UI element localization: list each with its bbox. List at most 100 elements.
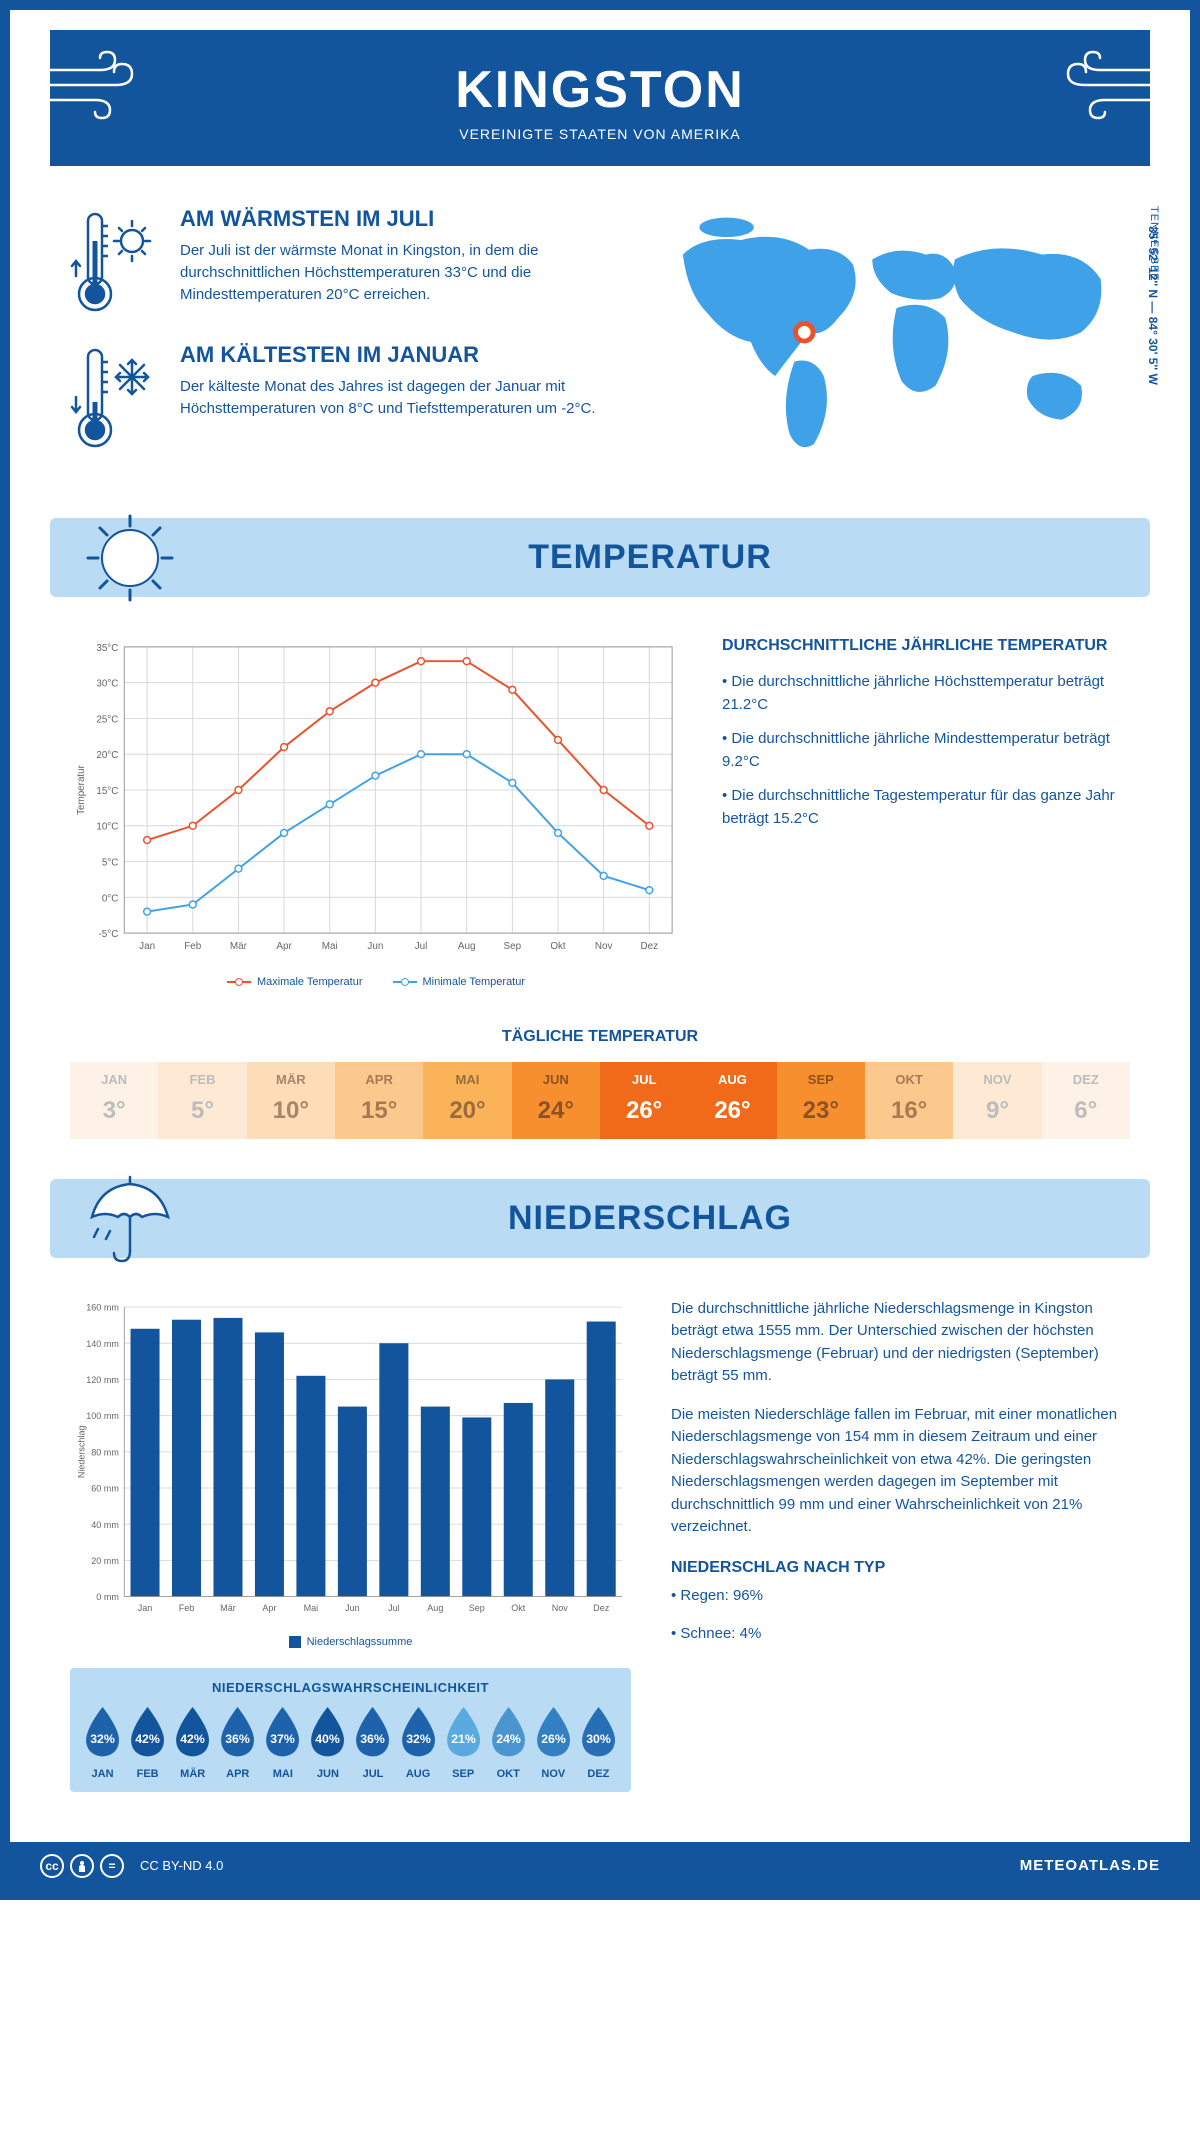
svg-text:5°C: 5°C [102,858,119,869]
drop-icon: 32% [398,1705,439,1758]
svg-text:10°C: 10°C [96,822,118,833]
svg-text:Mär: Mär [220,1603,236,1613]
prob-drop: 36%JUL [352,1705,393,1779]
svg-text:21%: 21% [451,1732,476,1746]
cc-icon: cc [40,1854,64,1878]
precip-p2: Die meisten Niederschläge fallen im Febr… [671,1404,1130,1539]
svg-text:Dez: Dez [641,941,659,952]
svg-text:Jun: Jun [367,941,383,952]
svg-text:Mai: Mai [322,941,338,952]
heat-month: AUG [688,1072,776,1087]
heat-month: JAN [70,1072,158,1087]
svg-text:35°C: 35°C [96,643,118,654]
world-map-block: TENNESSEE 35° 52' 12'' N — 84° 30' 5'' W [644,206,1130,478]
drop-icon: 36% [352,1705,393,1758]
prob-drop: 36%APR [217,1705,258,1779]
heat-month: DEZ [1042,1072,1130,1087]
drop-month: NOV [533,1768,574,1780]
heat-value: 26° [600,1097,688,1125]
svg-text:Jan: Jan [139,941,155,952]
svg-text:Feb: Feb [179,1603,195,1613]
drop-icon: 32% [82,1705,123,1758]
heat-value: 10° [247,1097,335,1125]
thermometer-hot-icon [70,206,160,316]
precipitation-heading: NIEDERSCHLAG [190,1199,1110,1238]
drop-month: APR [217,1768,258,1780]
umbrella-icon [80,1169,180,1269]
svg-text:20 mm: 20 mm [91,1556,119,1566]
precip-p1: Die durchschnittliche jährliche Niedersc… [671,1298,1130,1388]
heat-cell: FEB5° [158,1062,246,1139]
svg-text:Mär: Mär [230,941,248,952]
drop-icon: 21% [443,1705,484,1758]
thermometer-cold-icon [70,342,160,452]
heat-month: APR [335,1072,423,1087]
svg-text:20°C: 20°C [96,750,118,761]
svg-text:0°C: 0°C [102,893,119,904]
precipitation-info: Die durchschnittliche jährliche Niedersc… [671,1298,1130,1792]
precip-type-snow: • Schnee: 4% [671,1623,1130,1646]
daily-temp-title: TÄGLICHE TEMPERATUR [10,1028,1190,1046]
temperature-section: -5°C0°C5°C10°C15°C20°C25°C30°C35°CJanFeb… [10,627,1190,1008]
legend-max-label: Maximale Temperatur [257,976,363,988]
svg-text:-5°C: -5°C [99,929,119,940]
temp-chart-legend: Maximale Temperatur Minimale Temperatur [70,976,682,988]
heat-month: NOV [953,1072,1041,1087]
prob-drop: 24%OKT [488,1705,529,1779]
prob-drop: 40%JUN [307,1705,348,1779]
heat-cell: JUL 26° [600,1062,688,1139]
warmest-title: AM WÄRMSTEN IM JULI [180,206,604,232]
prob-drop: 32% JAN [82,1705,123,1779]
drop-month: JAN [82,1768,123,1780]
svg-text:Nov: Nov [595,941,613,952]
prob-drop: 42% FEB [127,1705,168,1779]
drop-month: JUN [307,1768,348,1780]
svg-text:37%: 37% [271,1732,296,1746]
prob-drop: 37%MAI [262,1705,303,1779]
wind-icon-left [40,50,150,120]
svg-text:Apr: Apr [276,941,292,952]
heat-month: JUL [600,1072,688,1087]
header-banner: KINGSTON VEREINIGTE STAATEN VON AMERIKA [50,30,1150,166]
heat-cell: DEZ 6° [1042,1062,1130,1139]
svg-text:100 mm: 100 mm [86,1411,119,1421]
heat-month: MAI [423,1072,511,1087]
footer: cc = CC BY-ND 4.0 METEOATLAS.DE [10,1842,1190,1890]
precip-chart-legend: Niederschlagssumme [70,1636,631,1648]
svg-text:60 mm: 60 mm [91,1483,119,1493]
prob-drop: 42%MÄR [172,1705,213,1779]
svg-text:Jun: Jun [345,1603,360,1613]
drop-month: DEZ [578,1768,619,1780]
svg-text:Nov: Nov [552,1603,569,1613]
svg-text:Aug: Aug [458,941,476,952]
svg-text:42%: 42% [180,1732,205,1746]
heat-value: 3° [70,1097,158,1125]
temp-info-b3: • Die durchschnittliche Tagestemperatur … [722,785,1130,830]
svg-text:Jul: Jul [415,941,428,952]
temp-info-heading: DURCHSCHNITTLICHE JÄHRLICHE TEMPERATUR [722,637,1130,655]
precip-type-rain: • Regen: 96% [671,1585,1130,1608]
legend-bar-label: Niederschlagssumme [307,1636,413,1648]
heat-value: 6° [1042,1097,1130,1125]
svg-text:0 mm: 0 mm [96,1592,119,1602]
warmest-text: Der Juli ist der wärmste Monat in Kingst… [180,240,604,305]
drop-month: OKT [488,1768,529,1780]
heat-cell: NOV9° [953,1062,1041,1139]
location-marker [796,324,813,341]
temperature-heading: TEMPERATUR [190,538,1110,577]
nd-icon: = [100,1854,124,1878]
drop-month: FEB [127,1768,168,1780]
heat-value: 5° [158,1097,246,1125]
world-map [644,206,1130,468]
heat-month: MÄR [247,1072,335,1087]
by-icon [70,1854,94,1878]
heat-value: 26° [688,1097,776,1125]
temperature-banner: TEMPERATUR [50,518,1150,597]
temperature-info: DURCHSCHNITTLICHE JÄHRLICHE TEMPERATUR •… [722,637,1130,988]
drop-month: SEP [443,1768,484,1780]
coordinates-label: 35° 52' 12'' N — 84° 30' 5'' W [1146,226,1160,385]
svg-text:42%: 42% [135,1732,160,1746]
heat-cell: JUN24° [512,1062,600,1139]
svg-text:32%: 32% [406,1732,431,1746]
temp-info-b1: • Die durchschnittliche jährliche Höchst… [722,671,1130,716]
